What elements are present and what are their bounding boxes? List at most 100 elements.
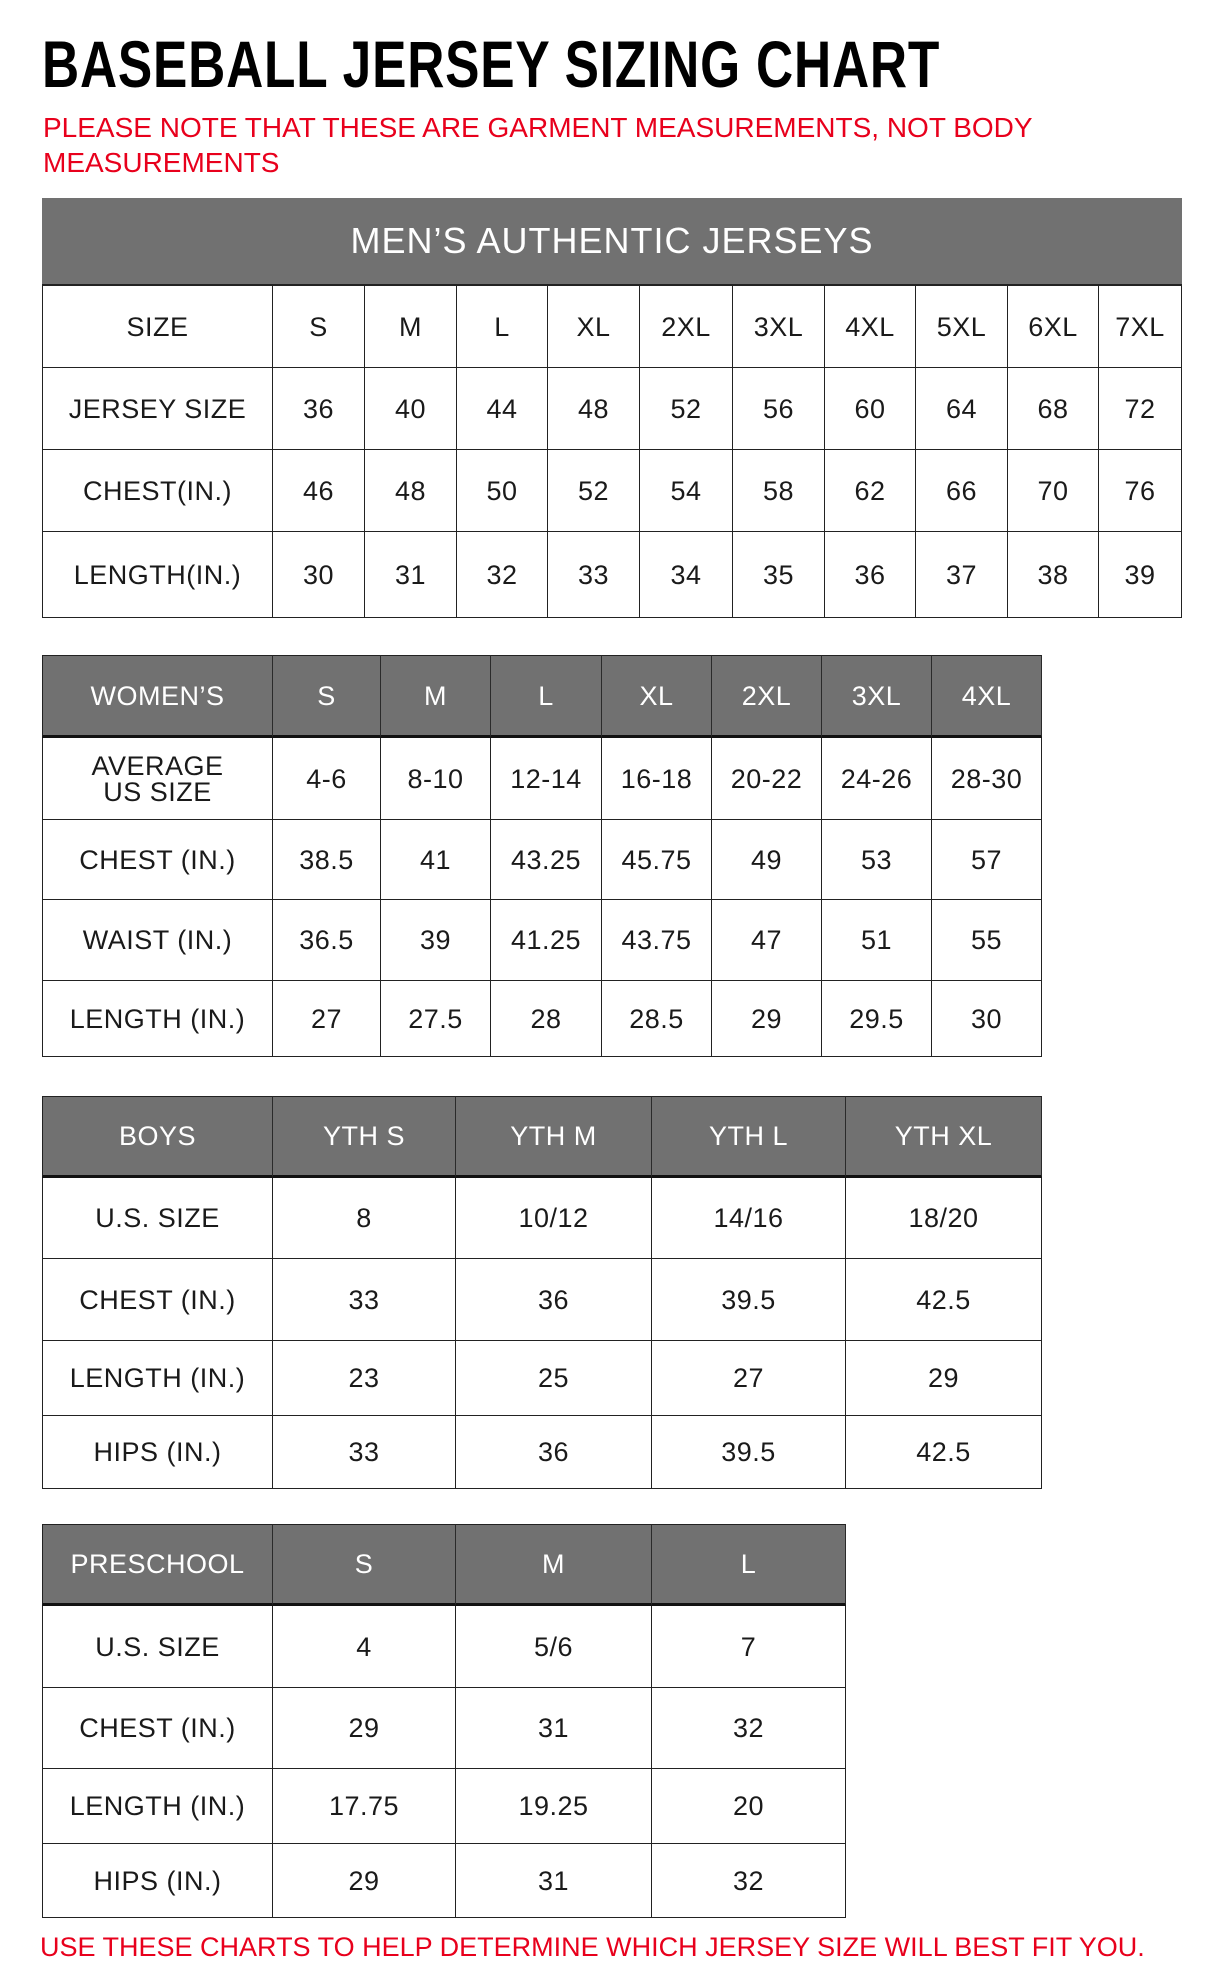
table-cell: 29	[273, 1844, 456, 1918]
table-cell: 64	[916, 368, 1008, 450]
table-cell: 45.75	[602, 820, 712, 900]
table-cell: 41	[381, 820, 491, 900]
table-cell: 38.5	[273, 820, 381, 900]
table-header-cell: S	[273, 655, 381, 738]
table-cell: 14/16	[652, 1178, 846, 1259]
table-cell: 70	[1008, 450, 1099, 532]
table-cell: 37	[916, 532, 1008, 618]
table-header-cell: M	[456, 1524, 652, 1606]
table-cell: 29	[712, 981, 822, 1057]
table-cell: 72	[1099, 368, 1182, 450]
table-cell: 62	[825, 450, 916, 532]
table-cell: 36	[456, 1259, 652, 1341]
table-cell: 54	[640, 450, 733, 532]
table-cell: 27	[652, 1341, 846, 1416]
row-label-cell: U.S. SIZE	[42, 1178, 273, 1259]
row-label-cell: WAIST (IN.)	[42, 900, 273, 981]
page-title: BASEBALL JERSEY SIZING CHART	[42, 27, 941, 101]
table-cell: 27.5	[381, 981, 491, 1057]
table-header-cell: 2XL	[712, 655, 822, 738]
table-header-cell: 4XL	[825, 286, 916, 368]
table-cell: 53	[822, 820, 932, 900]
row-label-cell: LENGTH (IN.)	[42, 1341, 273, 1416]
table-header-cell: 6XL	[1008, 286, 1099, 368]
table-cell: 27	[273, 981, 381, 1057]
table-cell: 36	[273, 368, 365, 450]
table-cell: 56	[733, 368, 825, 450]
table-cell: 51	[822, 900, 932, 981]
table-cell: 48	[548, 368, 640, 450]
table-cell: 46	[273, 450, 365, 532]
table-header-cell: 3XL	[822, 655, 932, 738]
table-header-cell: SIZE	[42, 286, 273, 368]
table-header-cell: YTH S	[273, 1096, 456, 1178]
table-banner: MEN’S AUTHENTIC JERSEYS	[42, 198, 1182, 286]
table-cell: 30	[932, 981, 1042, 1057]
garment-measurement-note: PLEASE NOTE THAT THESE ARE GARMENT MEASU…	[43, 112, 1033, 178]
table-cell: 43.25	[491, 820, 602, 900]
table-header-cell: PRESCHOOL	[42, 1524, 273, 1606]
table-cell: 25	[456, 1341, 652, 1416]
row-label-cell: HIPS (IN.)	[42, 1844, 273, 1918]
row-label-cell: U.S. SIZE	[42, 1606, 273, 1688]
table-cell: 28	[491, 981, 602, 1057]
table-cell: 36	[825, 532, 916, 618]
table-cell: 57	[932, 820, 1042, 900]
table-header-cell: YTH XL	[846, 1096, 1042, 1178]
table-cell: 29	[846, 1341, 1042, 1416]
table-cell: 43.75	[602, 900, 712, 981]
table-cell: 16-18	[602, 738, 712, 820]
table-cell: 30	[273, 532, 365, 618]
table-cell: 28-30	[932, 738, 1042, 820]
table-cell: 24-26	[822, 738, 932, 820]
row-label-cell: LENGTH (IN.)	[42, 981, 273, 1057]
table-cell: 32	[652, 1844, 846, 1918]
table-header-cell: 4XL	[932, 655, 1042, 738]
table-cell: 36.5	[273, 900, 381, 981]
row-label-cell: CHEST (IN.)	[42, 1688, 273, 1769]
row-label-cell: LENGTH (IN.)	[42, 1769, 273, 1844]
table-cell: 76	[1099, 450, 1182, 532]
table-cell: 42.5	[846, 1416, 1042, 1489]
table-cell: 29	[273, 1688, 456, 1769]
table-header-cell: YTH L	[652, 1096, 846, 1178]
row-label-cell: CHEST (IN.)	[42, 1259, 273, 1341]
table-cell: 68	[1008, 368, 1099, 450]
table-cell: 4	[273, 1606, 456, 1688]
table-cell: 44	[457, 368, 548, 450]
row-label-cell: CHEST(IN.)	[42, 450, 273, 532]
table-cell: 23	[273, 1341, 456, 1416]
table-header-cell: 3XL	[733, 286, 825, 368]
table-cell: 33	[548, 532, 640, 618]
table-header-cell: YTH M	[456, 1096, 652, 1178]
table-cell: 31	[365, 532, 457, 618]
table-cell: 36	[456, 1416, 652, 1489]
table-cell: 34	[640, 532, 733, 618]
table-cell: 18/20	[846, 1178, 1042, 1259]
table-cell: 17.75	[273, 1769, 456, 1844]
table-cell: 55	[932, 900, 1042, 981]
table-header-cell: L	[457, 286, 548, 368]
table-cell: 4-6	[273, 738, 381, 820]
table-cell: 8-10	[381, 738, 491, 820]
table-cell: 12-14	[491, 738, 602, 820]
table-cell: 31	[456, 1844, 652, 1918]
table-cell: 60	[825, 368, 916, 450]
table-cell: 39.5	[652, 1416, 846, 1489]
table-cell: 20-22	[712, 738, 822, 820]
row-label-cell: LENGTH(IN.)	[42, 532, 273, 618]
table-header-cell: 7XL	[1099, 286, 1182, 368]
table-cell: 8	[273, 1178, 456, 1259]
table-cell: 33	[273, 1416, 456, 1489]
row-label-cell: JERSEY SIZE	[42, 368, 273, 450]
table-cell: 52	[640, 368, 733, 450]
table-cell: 52	[548, 450, 640, 532]
table-cell: 40	[365, 368, 457, 450]
table-header-cell: WOMEN’S	[42, 655, 273, 738]
table-cell: 32	[457, 532, 548, 618]
table-header-cell: S	[273, 286, 365, 368]
table-header-cell: 2XL	[640, 286, 733, 368]
table-header-cell: XL	[602, 655, 712, 738]
table-cell: 48	[365, 450, 457, 532]
table-cell: 50	[457, 450, 548, 532]
